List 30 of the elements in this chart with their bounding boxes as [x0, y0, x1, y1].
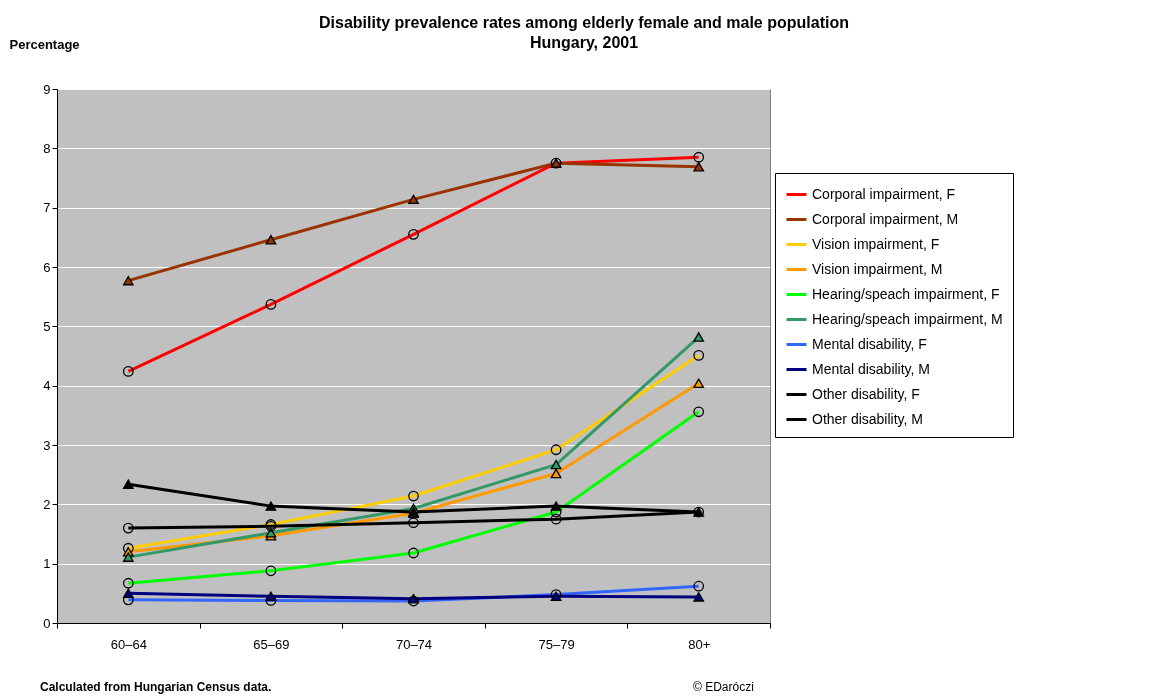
- legend-label: Mental disability, M: [812, 360, 931, 377]
- legend-label: Other disability, F: [812, 385, 920, 402]
- x-tick-label: 80+: [688, 636, 711, 652]
- legend-label: Hearing/speach impairment, M: [812, 310, 1003, 327]
- y-tick-label: 4: [43, 378, 51, 394]
- y-tick-label: 9: [43, 81, 51, 97]
- y-tick-label: 6: [43, 259, 51, 275]
- y-tick-label: 7: [43, 200, 51, 216]
- legend-label: Mental disability, F: [812, 335, 927, 352]
- text: Calculated from Hungarian Census data.: [40, 680, 272, 694]
- y-tick-label: 8: [43, 140, 51, 156]
- y-tick-label: 3: [43, 437, 51, 453]
- x-tick-label: 65–69: [253, 636, 290, 652]
- chart-title: Disability prevalence rates among elderly female and male population: [318, 14, 850, 32]
- y-tick-label: 1: [43, 556, 51, 572]
- y-tick-label: 2: [43, 496, 51, 512]
- text: © EDaróczi: [693, 680, 754, 694]
- x-tick-label: 60–64: [110, 636, 147, 652]
- legend-label: Corporal impairment, F: [812, 185, 956, 202]
- x-tick-label: 75–79: [538, 636, 575, 652]
- legend-label: Other disability, M: [812, 410, 923, 427]
- x-tick-label: 70–74: [395, 636, 433, 652]
- legend-label: Hearing/speach impairment, F: [812, 285, 1000, 302]
- y-tick-label: 5: [43, 318, 51, 334]
- y-axis-title: Percentage: [9, 36, 80, 52]
- legend-label: Corporal impairment, M: [812, 210, 959, 227]
- chart-subtitle: Hungary, 2001: [529, 34, 639, 51]
- legend-label: Vision impairment, F: [812, 235, 940, 252]
- y-tick-label: 0: [43, 615, 51, 631]
- legend-label: Vision impairment, M: [812, 260, 943, 277]
